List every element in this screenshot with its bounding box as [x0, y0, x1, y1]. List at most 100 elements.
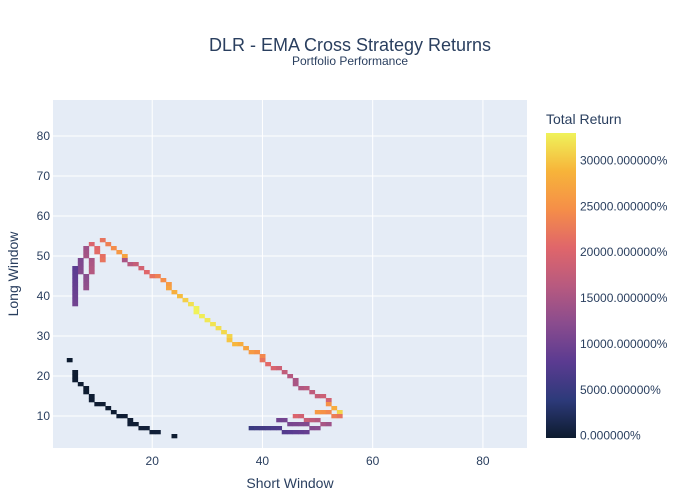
heatmap-cell[interactable] — [303, 422, 310, 427]
heatmap-cell[interactable] — [248, 350, 255, 355]
heatmap-cell[interactable] — [182, 298, 189, 303]
heatmap-cell[interactable] — [298, 422, 305, 427]
heatmap-cell[interactable] — [270, 426, 277, 431]
heatmap-cell[interactable] — [331, 406, 338, 411]
heatmap-cell[interactable] — [72, 290, 79, 295]
heatmap-cell[interactable] — [88, 242, 95, 247]
heatmap-cell[interactable] — [99, 258, 106, 263]
heatmap-cell[interactable] — [248, 426, 255, 431]
heatmap-cell[interactable] — [72, 378, 79, 383]
heatmap-cell[interactable] — [177, 294, 183, 299]
heatmap-cell[interactable] — [72, 270, 79, 275]
heatmap-cell[interactable] — [221, 330, 227, 335]
heatmap-cell[interactable] — [77, 382, 84, 387]
heatmap-cell[interactable] — [309, 390, 316, 395]
heatmap-cell[interactable] — [287, 422, 294, 427]
heatmap-cell[interactable] — [138, 266, 145, 271]
heatmap-cell[interactable] — [292, 430, 299, 435]
heatmap-cell[interactable] — [292, 378, 299, 383]
heatmap-cell[interactable] — [94, 246, 101, 251]
heatmap-cell[interactable] — [298, 430, 305, 435]
heatmap-cell[interactable] — [165, 282, 172, 287]
heatmap-cell[interactable] — [325, 422, 332, 427]
heatmap-cell[interactable] — [226, 338, 233, 343]
heatmap-cell[interactable] — [226, 334, 233, 339]
heatmap-cell[interactable] — [232, 342, 238, 347]
heatmap-cell[interactable] — [303, 418, 310, 423]
heatmap-cell[interactable] — [149, 430, 156, 435]
heatmap-cell[interactable] — [270, 366, 277, 371]
heatmap-cell[interactable] — [259, 354, 266, 359]
heatmap-cell[interactable] — [254, 426, 260, 431]
heatmap-cell[interactable] — [83, 274, 90, 279]
heatmap-cell[interactable] — [72, 294, 79, 299]
heatmap-cell[interactable] — [325, 398, 332, 403]
heatmap-cell[interactable] — [292, 422, 299, 427]
heatmap-cell[interactable] — [72, 266, 79, 271]
heatmap-cell[interactable] — [171, 434, 178, 439]
heatmap-cell[interactable] — [88, 398, 95, 403]
heatmap-cell[interactable] — [94, 402, 101, 407]
heatmap-cell[interactable] — [121, 414, 128, 419]
heatmap-cell[interactable] — [77, 258, 84, 263]
heatmap-cell[interactable] — [77, 270, 84, 275]
heatmap-cell[interactable] — [154, 430, 161, 435]
heatmap-cell[interactable] — [281, 430, 288, 435]
heatmap-cell[interactable] — [193, 306, 200, 311]
heatmap-cell[interactable] — [325, 402, 332, 407]
heatmap-cell[interactable] — [276, 426, 283, 431]
heatmap-cell[interactable] — [72, 274, 79, 279]
heatmap-cell[interactable] — [77, 262, 84, 267]
heatmap-cell[interactable] — [149, 274, 156, 279]
heatmap-cell[interactable] — [121, 254, 128, 259]
heatmap-cell[interactable] — [314, 410, 321, 415]
heatmap-cells[interactable] — [66, 238, 343, 439]
heatmap-cell[interactable] — [204, 318, 211, 323]
heatmap-cell[interactable] — [320, 422, 327, 427]
heatmap-cell[interactable] — [281, 418, 288, 423]
heatmap-cell[interactable] — [132, 262, 139, 267]
heatmap-cell[interactable] — [110, 246, 117, 251]
heatmap-cell[interactable] — [276, 418, 283, 423]
heatmap-cell[interactable] — [265, 426, 272, 431]
heatmap-cell[interactable] — [121, 258, 128, 263]
heatmap-cell[interactable] — [116, 414, 123, 419]
heatmap-cell[interactable] — [72, 370, 79, 375]
heatmap-cell[interactable] — [94, 250, 101, 255]
heatmap-cell[interactable] — [105, 406, 112, 411]
heatmap-cell[interactable] — [127, 422, 134, 427]
heatmap-cell[interactable] — [83, 386, 90, 391]
heatmap-cell[interactable] — [83, 254, 90, 259]
heatmap-cell[interactable] — [99, 254, 106, 259]
heatmap-cell[interactable] — [72, 374, 79, 379]
heatmap-cell[interactable] — [199, 314, 205, 319]
heatmap-cell[interactable] — [320, 394, 327, 399]
heatmap-cell[interactable] — [276, 366, 283, 371]
heatmap-cell[interactable] — [320, 410, 327, 415]
heatmap-cell[interactable] — [72, 302, 79, 307]
heatmap-cell[interactable] — [88, 262, 95, 267]
heatmap-cell[interactable] — [154, 274, 161, 279]
heatmap-cell[interactable] — [127, 262, 134, 267]
heatmap-cell[interactable] — [99, 238, 106, 243]
heatmap-cell[interactable] — [210, 322, 216, 327]
heatmap-cell[interactable] — [193, 310, 200, 315]
heatmap-cell[interactable] — [99, 402, 106, 407]
heatmap-cell[interactable] — [83, 286, 90, 291]
heatmap-cell[interactable] — [72, 286, 79, 291]
heatmap-cell[interactable] — [88, 270, 95, 275]
heatmap-cell[interactable] — [132, 422, 139, 427]
heatmap-cell[interactable] — [303, 430, 310, 435]
heatmap-cell[interactable] — [281, 370, 288, 375]
heatmap-cell[interactable] — [298, 386, 305, 391]
heatmap-cell[interactable] — [138, 426, 145, 431]
heatmap-cell[interactable] — [105, 242, 112, 247]
heatmap-cell[interactable] — [309, 418, 316, 423]
heatmap-cell[interactable] — [83, 390, 90, 395]
heatmap-cell[interactable] — [292, 382, 299, 387]
heatmap-cell[interactable] — [243, 346, 249, 351]
heatmap-cell[interactable] — [298, 414, 305, 419]
heatmap-cell[interactable] — [292, 414, 299, 419]
heatmap-cell[interactable] — [314, 418, 321, 423]
heatmap-cell[interactable] — [336, 410, 343, 415]
